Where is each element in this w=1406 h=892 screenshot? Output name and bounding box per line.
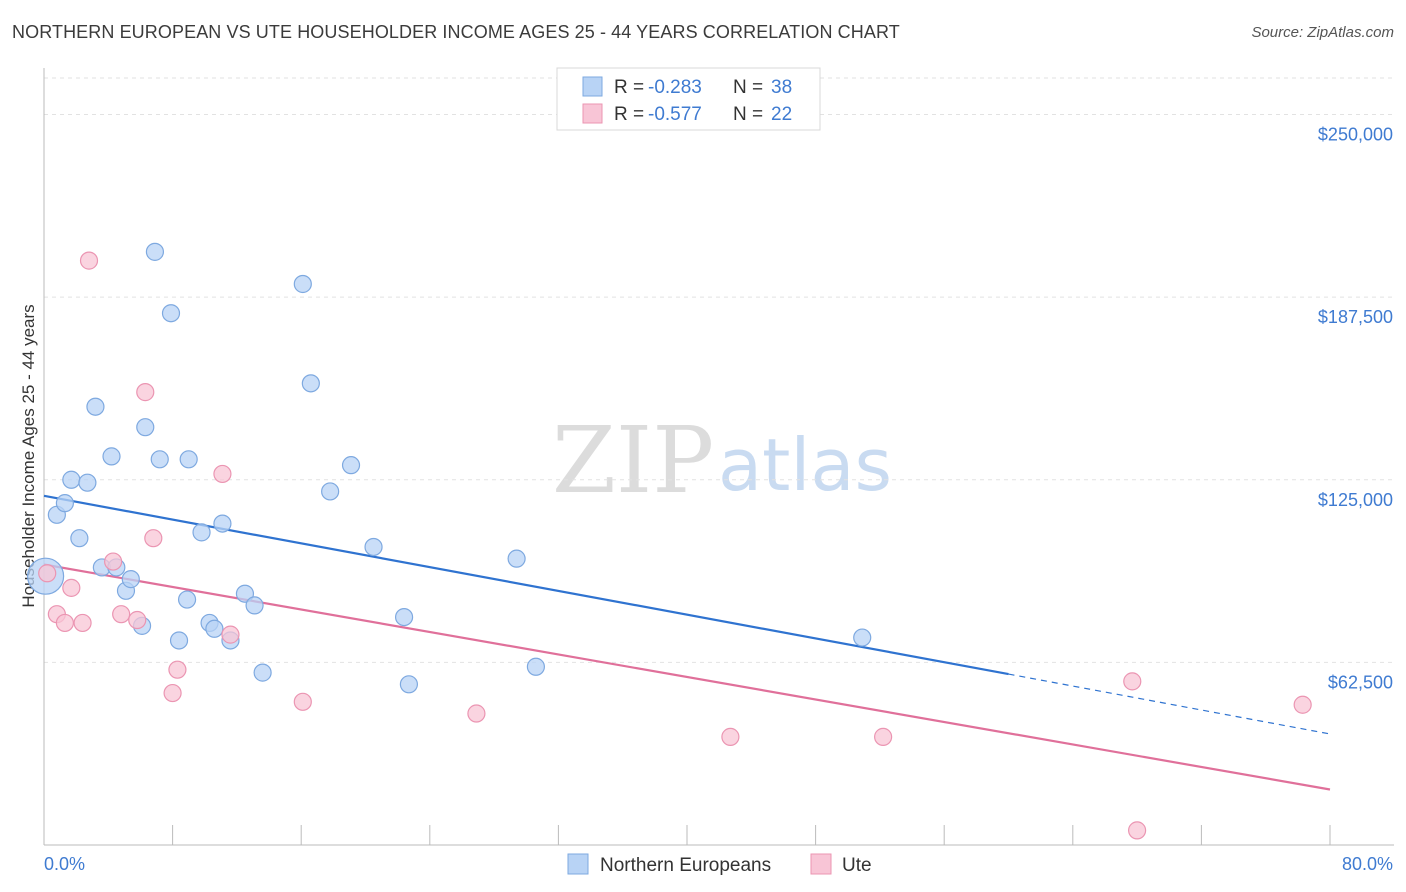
data-point-northern-european bbox=[245, 596, 264, 615]
x-tick-labels: 0.0% 80.0% bbox=[44, 854, 1393, 874]
data-point-northern-european bbox=[853, 628, 872, 647]
data-point-ute bbox=[136, 383, 155, 402]
source-label: Source: ZipAtlas.com bbox=[1251, 24, 1394, 41]
data-point-northern-european bbox=[150, 450, 169, 469]
data-point-ute bbox=[144, 529, 163, 548]
data-point-ute bbox=[874, 727, 893, 746]
data-point-northern-european bbox=[526, 657, 545, 676]
data-point-ute bbox=[79, 251, 99, 270]
trend-line-northern-europeans bbox=[43, 494, 1009, 676]
watermark-atlas: atlas bbox=[718, 423, 892, 507]
data-point-northern-european bbox=[70, 529, 89, 548]
legend-n-label-pink: N = bbox=[733, 104, 763, 125]
data-point-northern-european bbox=[253, 663, 272, 682]
series-legend-swatch-blue bbox=[567, 853, 589, 875]
series-legend-swatch-pink bbox=[810, 853, 832, 875]
chart-title: NORTHERN EUROPEAN VS UTE HOUSEHOLDER INC… bbox=[12, 22, 900, 42]
gridlines bbox=[44, 77, 1394, 663]
data-point-northern-european bbox=[121, 570, 140, 589]
legend-r-label-pink: R = bbox=[614, 104, 644, 125]
x-tick-label: 0.0% bbox=[44, 854, 85, 874]
y-axis-label: Householder Income Ages 25 - 44 years bbox=[19, 304, 38, 607]
data-point-ute bbox=[104, 552, 123, 571]
data-point-northern-european bbox=[399, 675, 419, 694]
data-point-northern-european bbox=[177, 590, 197, 609]
data-points bbox=[27, 242, 1312, 840]
legend-n-value-blue: 38 bbox=[771, 77, 792, 98]
data-point-ute bbox=[213, 464, 232, 484]
data-point-northern-european bbox=[102, 447, 121, 466]
data-point-northern-european bbox=[321, 482, 340, 501]
data-point-ute bbox=[467, 704, 486, 723]
legend-n-label-blue: N = bbox=[733, 77, 763, 98]
data-point-northern-european bbox=[161, 304, 181, 323]
data-point-ute bbox=[721, 727, 740, 746]
data-point-ute bbox=[1127, 821, 1147, 840]
series-legend-label-blue: Northern Europeans bbox=[600, 855, 771, 876]
data-point-northern-european bbox=[179, 450, 198, 469]
data-point-northern-european bbox=[235, 584, 255, 603]
y-tick-label: $62,500 bbox=[1328, 672, 1393, 692]
legend-swatch-pink bbox=[582, 103, 603, 124]
axes bbox=[43, 68, 1394, 846]
watermark-zip: ZIP bbox=[552, 407, 714, 514]
data-point-ute bbox=[62, 578, 81, 597]
data-point-northern-european bbox=[192, 523, 211, 542]
data-point-northern-european bbox=[293, 274, 312, 294]
data-point-northern-european bbox=[301, 374, 320, 393]
data-point-northern-european bbox=[78, 473, 97, 492]
trend-line-extension bbox=[1008, 673, 1331, 735]
data-point-ute bbox=[73, 613, 92, 633]
data-point-northern-european bbox=[62, 470, 81, 489]
x-tick-label: 80.0% bbox=[1342, 854, 1393, 874]
y-tick-labels: $62,500 $125,000 $187,500 $250,000 bbox=[1318, 125, 1393, 693]
data-point-northern-european bbox=[55, 494, 74, 513]
data-point-ute bbox=[168, 660, 187, 679]
data-point-ute bbox=[1293, 695, 1312, 714]
data-point-northern-european bbox=[86, 397, 105, 416]
data-point-ute bbox=[128, 610, 147, 630]
data-point-ute bbox=[293, 692, 312, 711]
data-point-northern-european bbox=[136, 418, 155, 437]
y-tick-label: $250,000 bbox=[1318, 125, 1393, 145]
data-point-northern-european bbox=[213, 514, 232, 533]
data-point-ute bbox=[163, 683, 182, 703]
data-point-ute bbox=[1123, 672, 1142, 691]
legend-r-value-pink: -0.577 bbox=[648, 104, 702, 125]
legend-swatch-blue bbox=[582, 76, 603, 97]
data-point-northern-european bbox=[169, 631, 189, 650]
data-point-northern-european bbox=[394, 607, 414, 627]
series-legend: Northern Europeans Ute bbox=[567, 853, 872, 876]
legend-n-value-pink: 22 bbox=[771, 104, 792, 125]
data-point-ute bbox=[221, 625, 240, 644]
legend-r-label-blue: R = bbox=[614, 77, 644, 98]
data-point-northern-european bbox=[145, 242, 165, 261]
legend-r-value-blue: -0.283 bbox=[648, 77, 702, 98]
data-point-ute bbox=[112, 605, 131, 624]
data-point-ute bbox=[38, 564, 57, 583]
data-point-northern-european bbox=[507, 549, 526, 568]
data-point-northern-european bbox=[341, 456, 361, 475]
data-point-northern-european bbox=[364, 537, 383, 557]
y-tick-label: $187,500 bbox=[1318, 307, 1393, 327]
stats-legend: R = -0.283 N = 38 R = -0.577 N = 22 bbox=[556, 67, 821, 131]
data-point-ute bbox=[55, 613, 74, 633]
series-legend-label-pink: Ute bbox=[842, 855, 872, 876]
y-tick-label: $125,000 bbox=[1318, 490, 1393, 510]
data-point-northern-european bbox=[205, 619, 224, 638]
